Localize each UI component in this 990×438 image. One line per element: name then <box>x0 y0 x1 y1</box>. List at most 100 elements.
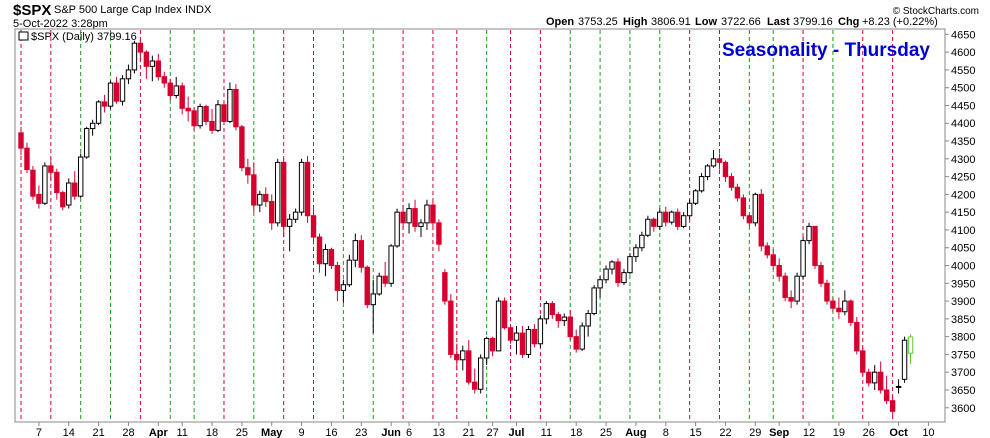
candle-body <box>776 265 782 277</box>
candle-body <box>692 190 699 204</box>
candle-7 <box>60 190 66 211</box>
candle-38 <box>245 158 251 184</box>
candle-42 <box>269 194 275 230</box>
candle-49 <box>310 208 317 245</box>
candle-body <box>322 249 329 265</box>
candle-body <box>836 307 842 313</box>
candle-55 <box>346 254 353 287</box>
candle-95 <box>585 309 591 337</box>
candle-111 <box>680 212 687 229</box>
candle-body <box>597 279 603 289</box>
candle-body <box>872 371 878 384</box>
x-tick-label: 11 <box>541 427 552 438</box>
candle-50 <box>316 233 323 273</box>
candle-body <box>418 222 424 227</box>
candle-25 <box>167 78 173 101</box>
candle-61 <box>382 261 388 287</box>
candle-30 <box>197 103 203 129</box>
candle-body <box>78 156 84 197</box>
x-tick-label: 22 <box>719 427 731 438</box>
candle-78 <box>483 336 490 366</box>
candle-body <box>758 193 764 247</box>
candle-body <box>36 193 42 204</box>
candle-68 <box>424 199 430 230</box>
x-tick-label: May <box>261 427 283 438</box>
candle-body <box>239 126 245 169</box>
plot-frame <box>14 28 946 423</box>
candle-123 <box>752 192 759 227</box>
candle-body <box>233 88 239 128</box>
x-tick-label: Sep <box>769 427 789 438</box>
candle-71 <box>442 269 448 305</box>
candle-body <box>794 275 800 302</box>
candle-body <box>812 225 818 267</box>
x-tick-label: 21 <box>463 427 475 438</box>
candle-body <box>501 300 508 329</box>
candle-body <box>394 211 400 247</box>
candle-26 <box>173 77 179 99</box>
y-tick-label: 4500 <box>951 83 975 95</box>
y-tick-label: 4650 <box>951 29 975 41</box>
candle-body <box>704 165 711 178</box>
y-tick-label: 4100 <box>951 225 975 237</box>
candle-body <box>245 167 251 176</box>
candle-body <box>531 329 538 345</box>
x-tick-label: 9 <box>299 427 305 438</box>
candle-body <box>460 350 466 361</box>
y-tick-label: 4600 <box>951 47 975 59</box>
candle-2 <box>30 165 36 200</box>
x-tick-label: 15 <box>689 427 701 438</box>
candle-9 <box>72 171 78 200</box>
candle-119 <box>728 173 735 191</box>
candle-125 <box>764 242 770 259</box>
candle-104 <box>639 231 645 252</box>
candle-58 <box>364 265 370 309</box>
candle-124 <box>758 189 764 252</box>
candle-131 <box>800 237 806 280</box>
legend-swatch <box>18 31 29 41</box>
candle-body <box>710 158 717 167</box>
x-tick-label: 13 <box>433 427 445 438</box>
candle-body <box>275 161 281 224</box>
candle-body <box>95 101 102 124</box>
x-tick-label: 25 <box>600 427 612 438</box>
candle-body <box>430 204 436 224</box>
candle-93 <box>573 329 579 353</box>
candle-134 <box>818 261 824 287</box>
candle-body <box>304 161 311 217</box>
candle-5 <box>48 157 54 181</box>
candle-body <box>651 218 657 227</box>
candle-body <box>66 182 72 206</box>
candle-body <box>197 106 203 127</box>
candle-body <box>561 316 567 322</box>
candle-12 <box>89 119 96 136</box>
y-tick-label: 3750 <box>951 349 975 361</box>
candle-body <box>358 240 364 268</box>
x-tick-label: 29 <box>749 427 761 438</box>
candle-body <box>376 275 382 295</box>
candle-body <box>137 42 144 53</box>
y-tick-label: 3600 <box>951 403 975 415</box>
candle-body <box>782 275 788 299</box>
candle-97 <box>597 276 603 298</box>
candle-69 <box>430 201 436 227</box>
candle-62 <box>388 244 394 287</box>
candle-118 <box>722 160 729 182</box>
candle-40 <box>257 190 263 213</box>
legend-label: $SPX (Daily) 3799.16 <box>31 31 137 43</box>
candle-13 <box>95 100 102 126</box>
candle-body <box>316 236 323 265</box>
candle-body <box>585 313 591 327</box>
x-tick-label: 23 <box>355 427 367 438</box>
candle-83 <box>513 325 520 355</box>
candle-122 <box>746 213 753 227</box>
candle-body <box>406 208 412 224</box>
candle-body <box>633 247 639 258</box>
candle-body <box>543 303 550 320</box>
chg-label: Chg <box>838 16 859 28</box>
candle-body <box>842 300 848 313</box>
candle-body <box>155 60 162 78</box>
candle-73 <box>454 343 460 371</box>
candle-106 <box>651 217 657 232</box>
candle-body <box>860 350 866 373</box>
